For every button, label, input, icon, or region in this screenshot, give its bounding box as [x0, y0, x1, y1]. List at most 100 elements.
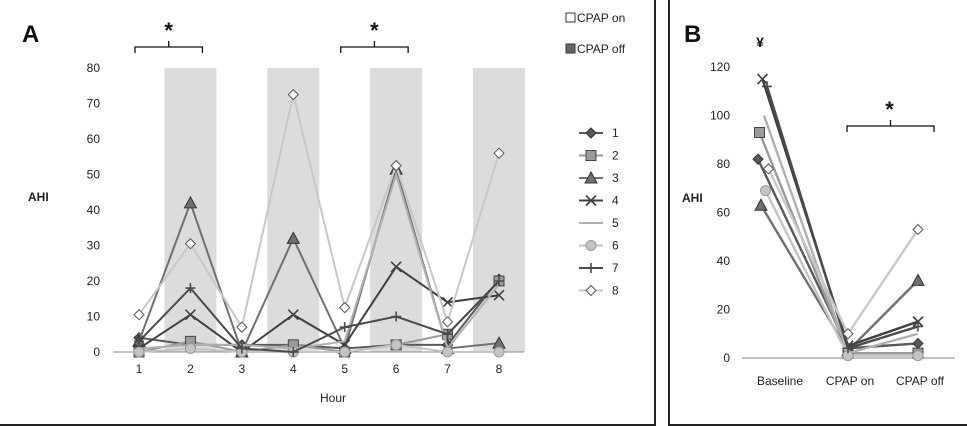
legend-label-5: 5 [612, 216, 619, 230]
legend-cpap-off-label: CPAP off [577, 42, 626, 56]
series-line-4 [761, 78, 919, 348]
data-point-2 [754, 126, 765, 138]
cpap-off-band [267, 68, 320, 352]
y-tick-label: 60 [717, 206, 731, 220]
legend-label-1: 1 [612, 126, 619, 140]
series-line-8 [138, 94, 500, 330]
legend-marker-1 [585, 127, 597, 139]
y-tick-label: 0 [723, 351, 730, 365]
data-point-6 [339, 346, 351, 358]
series-line-5 [138, 171, 500, 351]
data-point-8 [842, 328, 854, 340]
legend-marker-7 [586, 263, 596, 273]
data-point-8 [441, 316, 454, 328]
significance-star: * [370, 18, 379, 43]
y-tick-label: 0 [93, 345, 100, 359]
x-tick-label: 1 [136, 362, 143, 376]
legend-marker-4 [585, 194, 597, 207]
data-point-8 [493, 147, 505, 159]
data-point-8 [184, 238, 197, 250]
significance-star: * [885, 97, 894, 122]
data-point-7 [913, 321, 923, 332]
data-point-6 [442, 346, 454, 358]
significance-star: * [164, 18, 173, 43]
data-point-6 [133, 346, 145, 358]
data-point-7 [843, 343, 853, 354]
data-point-7 [236, 343, 247, 354]
x-tick-label: CPAP off [896, 374, 945, 388]
data-point-1 [752, 153, 764, 165]
x-tick-label: Baseline [757, 374, 803, 388]
cpap-off-band [370, 68, 423, 352]
chart-a-svg: A 0 10 20 30 40 50 60 70 80 1 2 3 4 5 6 7 8 AHI Hour * * CPAP … [22, 11, 626, 405]
data-point-3 [754, 198, 768, 211]
y-tick-label: 120 [710, 60, 730, 74]
data-point-7 [288, 347, 299, 357]
y-tick-label: 60 [87, 132, 101, 146]
y-tick-label: 10 [87, 310, 101, 324]
data-point-7 [442, 329, 453, 340]
data-point-4 [287, 309, 299, 321]
data-point-7 [185, 283, 196, 294]
yen-annotation: ¥ [756, 34, 764, 50]
data-point-6 [493, 346, 505, 358]
data-point-7 [339, 322, 350, 333]
legend-cpap-on-swatch [565, 12, 576, 23]
data-point-4 [184, 309, 196, 321]
data-point-4 [493, 289, 505, 301]
legend-label-6: 6 [612, 239, 619, 253]
data-point-8 [236, 321, 248, 333]
data-point-4 [442, 296, 454, 308]
legend-marker-8 [585, 284, 597, 297]
x-tick-label: 7 [444, 362, 451, 376]
legend-marker-2 [585, 150, 597, 161]
data-point-8 [287, 88, 299, 101]
x-tick-label: 2 [187, 362, 194, 376]
y-tick-label: 80 [87, 61, 101, 75]
data-point-3 [183, 195, 198, 209]
y-tick-label: 100 [710, 109, 730, 123]
legend-label-4: 4 [612, 194, 619, 208]
legend-label-2: 2 [612, 149, 619, 163]
data-point-1 [912, 337, 924, 350]
data-point-8 [133, 309, 145, 321]
data-point-7 [391, 311, 402, 322]
legend-label-3: 3 [612, 171, 619, 185]
legend-label-8: 8 [612, 284, 619, 298]
panel-b-letter: B [684, 21, 701, 48]
data-point-6 [760, 185, 771, 197]
data-point-4 [756, 73, 769, 85]
x-tick-label: CPAP on [826, 374, 874, 388]
data-point-3 [286, 231, 301, 244]
data-point-7 [494, 276, 505, 286]
data-point-3 [911, 273, 925, 286]
legend-cpap-on-label: CPAP on [577, 11, 625, 25]
y-tick-label: 80 [717, 157, 731, 171]
y-tick-label: 40 [717, 254, 731, 268]
legend-marker-3 [584, 170, 598, 184]
legend-cpap-off-swatch [565, 43, 576, 54]
y-tick-label: 50 [87, 168, 101, 182]
data-point-6 [184, 342, 196, 354]
x-tick-label: 6 [393, 362, 400, 376]
data-point-8 [390, 159, 402, 172]
data-point-7 [134, 336, 144, 347]
series-line-2 [138, 280, 500, 354]
legend-label-7: 7 [612, 261, 619, 275]
data-point-8 [762, 163, 775, 175]
data-point-4 [390, 261, 402, 273]
panel-b: B 0 20 40 60 80 100 120 Baseline CPAP on CPAP off A… [668, 0, 967, 426]
y-tick-label: 30 [87, 239, 101, 253]
y-tick-label: 70 [87, 97, 101, 111]
x-tick-label: 5 [341, 362, 348, 376]
chart-b-svg: B 0 20 40 60 80 100 120 Baseline CPAP on CPAP off A… [682, 21, 955, 388]
y-axis-label: AHI [28, 190, 49, 204]
x-tick-label: 8 [496, 362, 503, 376]
data-point-7 [762, 81, 772, 92]
series-line-7 [138, 280, 500, 354]
x-axis-label: Hour [320, 391, 346, 405]
data-point-8 [339, 301, 351, 314]
x-tick-label: 3 [239, 362, 246, 376]
significance-bracket [846, 120, 935, 132]
panel-a-letter: A [22, 21, 39, 48]
